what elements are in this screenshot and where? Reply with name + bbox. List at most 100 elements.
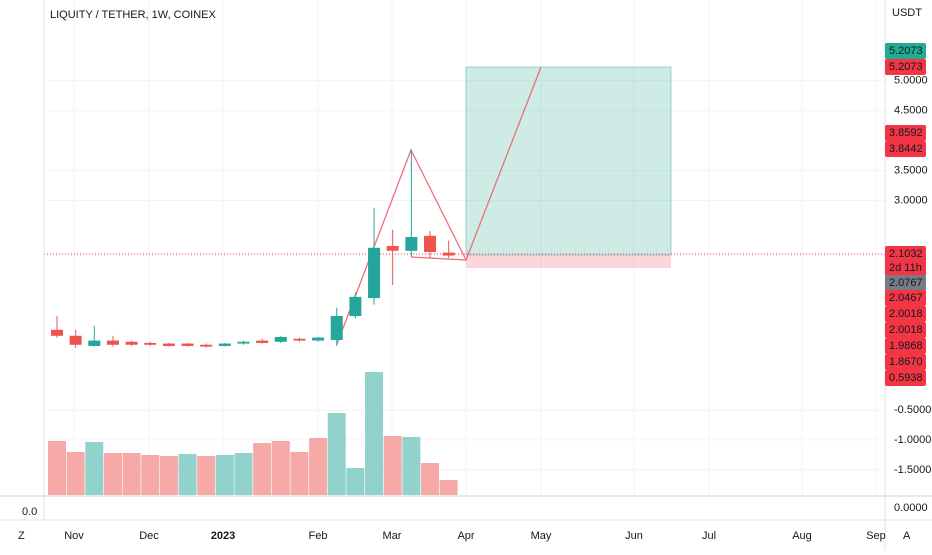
volume-bar xyxy=(215,455,234,495)
price-badge xyxy=(885,306,926,322)
candle-body xyxy=(51,329,63,336)
y-tick-label: -1.5000 xyxy=(894,464,931,476)
price-badge-label: 2.0018 xyxy=(889,324,923,336)
candle-body xyxy=(274,336,287,342)
candle-body xyxy=(442,252,455,256)
profit-zone xyxy=(465,66,672,256)
volume-bar xyxy=(439,480,458,495)
volume-bar xyxy=(253,443,272,495)
volume-bar xyxy=(383,436,402,495)
price-badges: 5.2073 5.2073 3.8592 3.8442 2.1032 2d 11h 2.07… xyxy=(885,43,926,386)
price-badge xyxy=(885,322,926,338)
volume-bar xyxy=(309,438,328,495)
price-badge-label: 2.0467 xyxy=(889,292,923,304)
price-badge-label: 5.2073 xyxy=(889,45,923,57)
candle-body xyxy=(69,335,82,345)
price-badge xyxy=(885,59,926,75)
target-line xyxy=(465,66,542,261)
price-badge-label: 2.0018 xyxy=(889,308,923,320)
y-tick-label: 3.0000 xyxy=(894,194,928,206)
price-badge xyxy=(885,290,926,306)
x-tick-label: Sep xyxy=(866,530,886,542)
candle-body xyxy=(405,237,418,251)
price-badge-label: 5.2073 xyxy=(889,61,923,73)
lower-pane-label: 0.0000 xyxy=(894,502,928,514)
volume-bar xyxy=(178,454,197,495)
volume-bar xyxy=(48,441,66,495)
candle-body xyxy=(106,340,119,345)
lower-pane-label: 0.0 xyxy=(22,506,37,518)
candle-body xyxy=(312,337,325,341)
candle-body xyxy=(237,341,250,344)
candle-body xyxy=(200,344,213,347)
candle-body xyxy=(125,341,138,345)
loss-zone xyxy=(466,255,671,268)
volume-bar xyxy=(66,452,85,495)
price-badge xyxy=(885,354,926,370)
y-tick-label: -1.0000 xyxy=(894,434,931,446)
volume-bar xyxy=(85,442,104,495)
x-tick-label: Jul xyxy=(702,530,716,542)
x-tick-label: May xyxy=(531,530,552,542)
candle-body xyxy=(144,342,157,345)
candle-body xyxy=(88,340,101,346)
volume-pane xyxy=(48,372,458,495)
x-tick-label: Nov xyxy=(64,530,84,542)
x-tick-label: Jun xyxy=(625,530,643,542)
x-tick-label: 2023 xyxy=(211,530,235,542)
price-badge-label: 1.8670 xyxy=(889,356,923,368)
x-tick-label: Apr xyxy=(457,530,474,542)
candle-body xyxy=(256,340,269,343)
price-badge xyxy=(885,246,926,262)
price-badge-label: 3.8442 xyxy=(889,143,923,155)
control-button[interactable]: Z xyxy=(18,530,25,542)
currency: USDT xyxy=(892,7,922,19)
control-button[interactable]: A xyxy=(903,530,911,542)
volume-bar xyxy=(327,413,346,495)
candle-body xyxy=(181,343,194,346)
candle-body xyxy=(424,235,436,252)
volume-bar xyxy=(159,456,178,495)
price-badge-label: 2.1032 xyxy=(889,248,923,260)
x-tick-label: Mar xyxy=(383,530,402,542)
y-tick-label: 3.5000 xyxy=(894,164,928,176)
chart-title: LIQUITY / TETHER, 1W, COINEX xyxy=(50,9,217,21)
candle-body xyxy=(162,343,175,346)
volume-bar xyxy=(141,455,160,495)
y-tick-label: 4.5000 xyxy=(894,105,928,117)
candle-body xyxy=(293,338,306,341)
candle-body xyxy=(368,247,381,299)
x-tick-label: Aug xyxy=(792,530,812,542)
candle-body xyxy=(218,343,231,346)
candle-body xyxy=(349,296,362,317)
x-tick-label: Feb xyxy=(309,530,328,542)
candle-body xyxy=(330,316,343,340)
volume-bar xyxy=(197,456,216,495)
price-badge-label: 0.5938 xyxy=(889,372,923,384)
volume-bar xyxy=(421,463,439,495)
volume-bar xyxy=(122,453,141,495)
y-tick-label: -0.5000 xyxy=(894,404,931,416)
price-badge xyxy=(885,141,926,157)
price-badge xyxy=(885,43,926,59)
price-badge xyxy=(885,338,926,354)
volume-bar xyxy=(402,437,421,495)
price-badge-label: 3.8592 xyxy=(889,127,923,139)
price-badge xyxy=(885,260,926,276)
x-tick-label: Dec xyxy=(139,530,159,542)
volume-bar xyxy=(271,441,290,495)
volume-bar xyxy=(365,372,384,495)
y-tick-label: 5.0000 xyxy=(894,75,928,87)
volume-bar xyxy=(290,452,309,495)
price-badge xyxy=(885,125,926,141)
candle-body xyxy=(386,246,399,251)
volume-bar xyxy=(234,453,253,495)
candles xyxy=(51,149,455,348)
price-badge xyxy=(885,275,926,291)
price-badge-label: 2.0767 xyxy=(889,277,923,289)
volume-bar xyxy=(346,468,365,495)
price-badge xyxy=(885,370,926,386)
volume-bar xyxy=(103,453,122,495)
price-badge-label: 1.9868 xyxy=(889,340,923,352)
